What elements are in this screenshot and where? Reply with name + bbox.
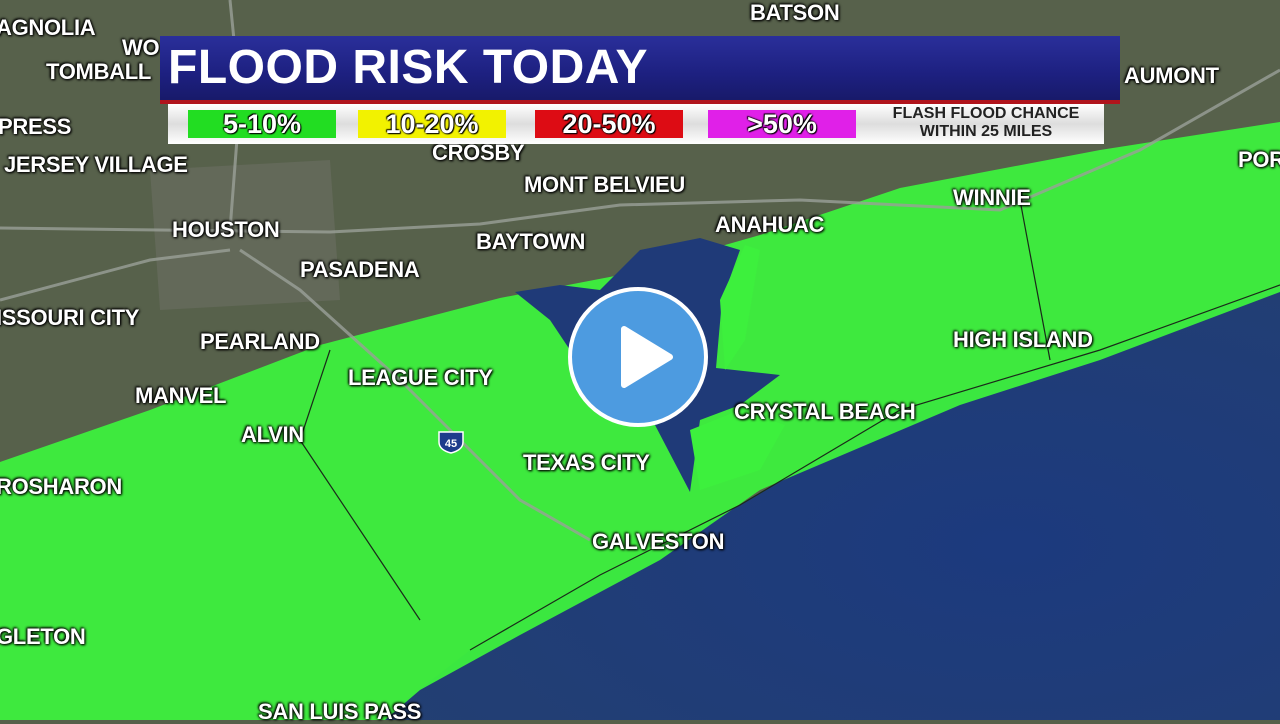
county-lines <box>299 199 1280 651</box>
city-label: AUMONT <box>1124 63 1219 88</box>
city-label: TEXAS CITY <box>523 450 650 475</box>
bay-shoal <box>720 245 760 370</box>
city-label: MONT BELVIEU <box>524 172 685 197</box>
legend-note-line1: FLASH FLOOD CHANCE <box>892 105 1080 122</box>
city-label: ALVIN <box>241 422 304 447</box>
title-banner: FLOOD RISK TODAY <box>160 36 1120 104</box>
urban-area <box>150 160 340 310</box>
city-label: ROSHARON <box>0 474 122 499</box>
play-button[interactable] <box>568 287 708 427</box>
city-label: MANVEL <box>135 383 227 408</box>
city-label: CROSBY <box>432 140 525 165</box>
city-label: WO <box>122 35 160 60</box>
city-label: SAN LUIS PASS <box>258 699 422 724</box>
legend-swatch-10-20: 10-20% <box>358 110 506 138</box>
interstate-shield: 45 <box>437 430 465 454</box>
city-label: PRESS <box>0 114 72 139</box>
interstate-number: 45 <box>445 438 457 450</box>
legend-note: FLASH FLOOD CHANCE WITHIN 25 MILES <box>868 105 1104 141</box>
city-label: POR <box>1238 147 1280 172</box>
legend-swatch-over-50: >50% <box>708 110 856 138</box>
city-label: LEAGUE CITY <box>348 365 493 390</box>
city-label: ANAHUAC <box>715 212 825 237</box>
city-label: PASADENA <box>300 257 420 282</box>
city-label: BAYTOWN <box>476 229 586 254</box>
gulf-of-mexico <box>380 285 1280 720</box>
city-label: BATSON <box>750 0 840 25</box>
legend-swatch-5-10: 5-10% <box>188 110 336 138</box>
bay-shoal <box>690 410 785 490</box>
city-label: HOUSTON <box>172 217 280 242</box>
city-label: PEARLAND <box>200 329 320 354</box>
city-label: HIGH ISLAND <box>953 327 1093 352</box>
city-label: WINNIE <box>953 185 1031 210</box>
city-label: GLETON <box>0 624 86 649</box>
page-title: FLOOD RISK TODAY <box>168 41 649 94</box>
city-label: GALVESTON <box>592 529 725 554</box>
city-label: TOMBALL <box>46 59 152 84</box>
legend-swatch-20-50: 20-50% <box>535 110 683 138</box>
play-icon <box>621 326 673 388</box>
city-label: AGNOLIA <box>0 15 96 40</box>
legend-note-line2: WITHIN 25 MILES <box>919 123 1053 140</box>
city-label: ISSOURI CITY <box>0 305 140 330</box>
legend: 5-10% 10-20% 20-50% >50% FLASH FLOOD CHA… <box>168 104 1104 144</box>
city-label: JERSEY VILLAGE <box>4 152 188 177</box>
city-label: CRYSTAL BEACH <box>734 399 916 424</box>
